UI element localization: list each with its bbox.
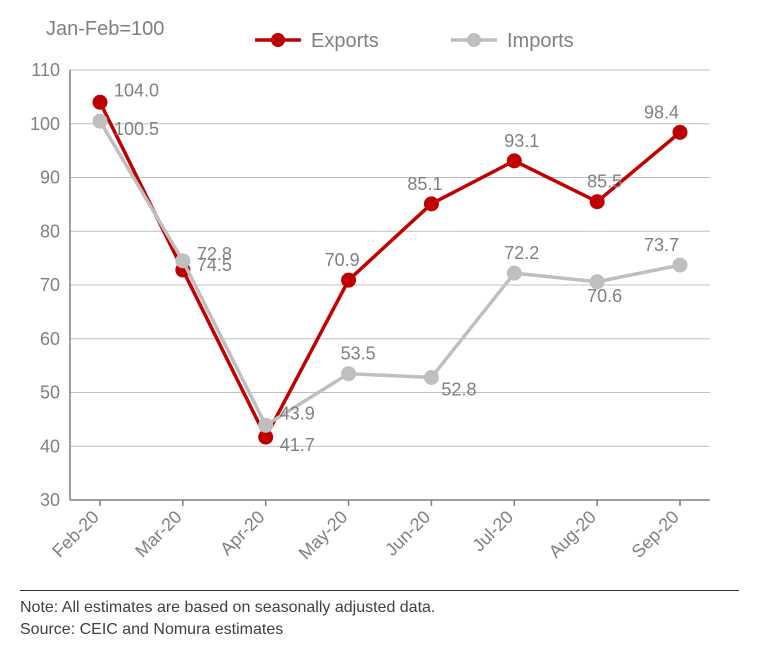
legend-label: Imports bbox=[507, 30, 574, 52]
y-tick-label: 90 bbox=[40, 168, 60, 188]
x-tick-label: Sep-20 bbox=[628, 507, 683, 562]
y-tick-label: 40 bbox=[40, 436, 60, 456]
series-marker bbox=[507, 266, 521, 280]
series-marker bbox=[342, 367, 356, 381]
legend-marker bbox=[467, 33, 481, 47]
value-label: 98.4 bbox=[644, 102, 679, 122]
legend-marker bbox=[271, 33, 285, 47]
series-marker bbox=[176, 254, 190, 268]
series-marker bbox=[424, 197, 438, 211]
chart-container: Jan-Feb=100 30 40 50 60 70 80 90 100 110 Feb-20 Mar… bbox=[0, 0, 759, 658]
legend-label: Exports bbox=[311, 30, 379, 52]
y-tick-label: 50 bbox=[40, 383, 60, 403]
series-marker bbox=[93, 95, 107, 109]
series-marker bbox=[424, 370, 438, 384]
value-label: 74.5 bbox=[197, 255, 232, 275]
value-label: 52.8 bbox=[441, 379, 476, 399]
x-tick-label: Apr-20 bbox=[216, 507, 268, 559]
value-label: 85.1 bbox=[407, 174, 442, 194]
value-label: 104.0 bbox=[114, 80, 159, 100]
chart-subtitle: Jan-Feb=100 bbox=[46, 18, 164, 40]
footnote-note: Note: All estimates are based on seasona… bbox=[20, 597, 739, 619]
value-label: 72.2 bbox=[504, 243, 539, 263]
value-label: 43.9 bbox=[280, 403, 315, 423]
x-tick-label: Jul-20 bbox=[468, 507, 517, 556]
y-tick-label: 30 bbox=[40, 490, 60, 510]
series-marker bbox=[590, 195, 604, 209]
y-tick-label: 70 bbox=[40, 275, 60, 295]
value-label: 70.6 bbox=[587, 286, 622, 306]
value-label: 100.5 bbox=[114, 119, 159, 139]
x-tick-label: Aug-20 bbox=[545, 507, 600, 562]
chart-svg: Jan-Feb=100 30 40 50 60 70 80 90 100 110 Feb-20 Mar… bbox=[0, 0, 759, 590]
value-label: 85.5 bbox=[587, 172, 622, 192]
series-marker bbox=[673, 258, 687, 272]
series-marker bbox=[259, 418, 273, 432]
x-tick-label: Mar-20 bbox=[131, 507, 185, 561]
series-marker bbox=[342, 273, 356, 287]
x-tick-label: May-20 bbox=[295, 507, 352, 564]
series-marker bbox=[507, 154, 521, 168]
y-tick-label: 60 bbox=[40, 329, 60, 349]
value-label: 53.5 bbox=[341, 344, 376, 364]
x-tick-label: Feb-20 bbox=[48, 507, 102, 561]
footnote-source: Source: CEIC and Nomura estimates bbox=[20, 619, 739, 641]
series-marker bbox=[673, 125, 687, 139]
value-label: 41.7 bbox=[280, 435, 315, 455]
value-label: 70.9 bbox=[325, 250, 360, 270]
value-label: 73.7 bbox=[644, 235, 679, 255]
x-tick-label: Jun-20 bbox=[381, 507, 434, 560]
y-tick-label: 110 bbox=[31, 60, 60, 80]
y-tick-label: 80 bbox=[40, 221, 60, 241]
value-label: 93.1 bbox=[504, 131, 539, 151]
series-marker bbox=[93, 114, 107, 128]
y-tick-label: 100 bbox=[30, 114, 60, 134]
footnote-block: Note: All estimates are based on seasona… bbox=[0, 591, 759, 640]
